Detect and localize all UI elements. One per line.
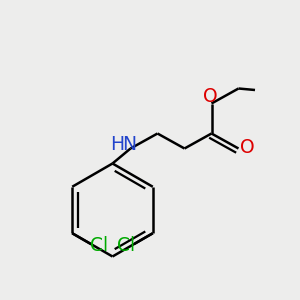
Text: O: O [240,138,255,157]
Text: Cl: Cl [117,236,135,255]
Text: H: H [110,135,124,154]
Text: Cl: Cl [90,236,108,255]
Text: O: O [203,87,217,106]
Text: N: N [122,135,136,154]
